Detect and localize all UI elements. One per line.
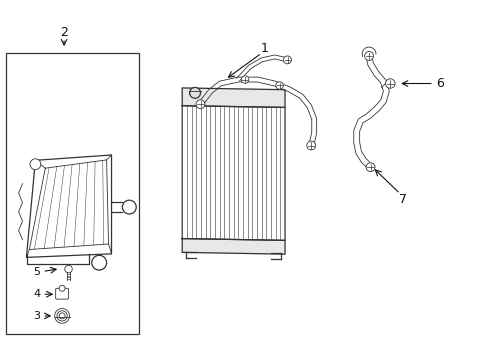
Circle shape [122, 200, 136, 214]
Circle shape [364, 51, 373, 60]
Text: 2: 2 [60, 26, 68, 39]
Circle shape [189, 87, 200, 98]
Circle shape [64, 265, 72, 273]
Circle shape [275, 82, 283, 89]
Circle shape [30, 159, 41, 170]
Text: 5: 5 [33, 266, 41, 276]
FancyBboxPatch shape [56, 288, 68, 299]
Text: 6: 6 [435, 77, 443, 90]
Circle shape [385, 79, 394, 88]
Bar [6, 53, 139, 334]
Polygon shape [182, 88, 285, 107]
Text: 1: 1 [260, 41, 268, 55]
Circle shape [241, 76, 248, 83]
Circle shape [59, 285, 65, 291]
Circle shape [366, 163, 374, 172]
Text: 3: 3 [33, 311, 41, 321]
Polygon shape [182, 239, 285, 254]
Circle shape [196, 100, 204, 109]
Circle shape [283, 56, 291, 64]
Polygon shape [182, 106, 285, 240]
Circle shape [92, 255, 106, 270]
Text: 7: 7 [398, 193, 407, 206]
Text: 4: 4 [33, 289, 41, 299]
Circle shape [306, 141, 315, 150]
